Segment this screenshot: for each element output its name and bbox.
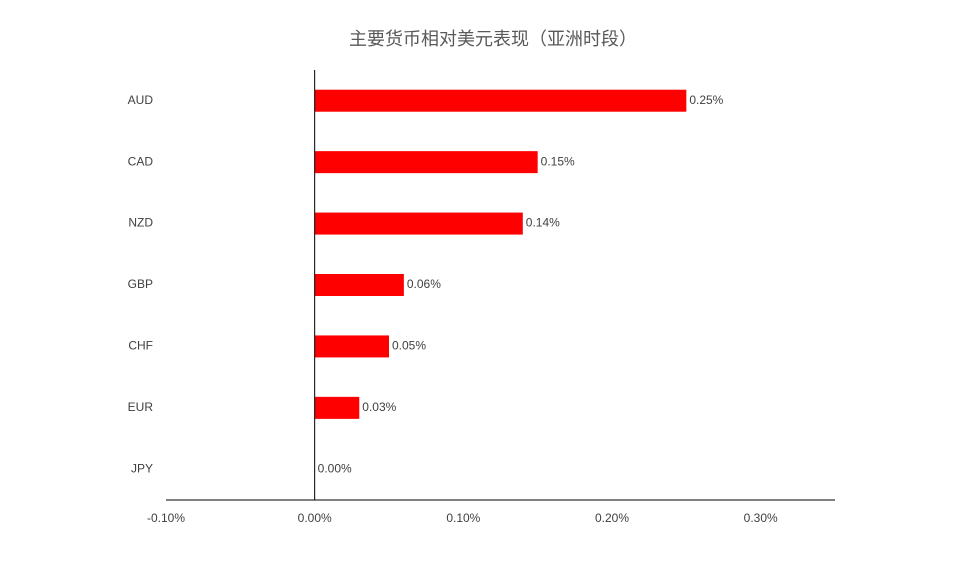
bar	[314, 212, 523, 235]
y-tick-label: AUD	[128, 93, 154, 107]
bar	[314, 274, 404, 296]
y-tick-label: EUR	[128, 400, 154, 414]
x-tick-label: 0.20%	[595, 511, 629, 525]
x-tick-label: 0.10%	[446, 511, 480, 525]
value-label: 0.14%	[526, 216, 560, 230]
bar	[314, 335, 389, 358]
x-tick-label: -0.10%	[147, 511, 185, 525]
y-tick-label: GBP	[128, 277, 153, 291]
bar	[314, 89, 687, 112]
y-tick-label: JPY	[131, 461, 153, 475]
chart-title: 主要货币相对美元表现（亚洲时段）	[349, 29, 637, 50]
x-tick-label: 0.00%	[298, 511, 332, 525]
y-tick-label: CHF	[128, 339, 153, 353]
value-label: 0.15%	[541, 154, 575, 168]
value-label: 0.06%	[407, 277, 441, 291]
y-tick-label: CAD	[128, 154, 154, 168]
value-label: 0.03%	[362, 400, 396, 414]
value-label: 0.05%	[392, 339, 426, 353]
bar	[314, 396, 360, 419]
value-label: 0.25%	[689, 93, 723, 107]
x-tick-label: 0.30%	[744, 511, 778, 525]
y-tick-label: NZD	[128, 216, 153, 230]
value-label: 0.00%	[318, 461, 352, 475]
bar	[314, 151, 538, 174]
